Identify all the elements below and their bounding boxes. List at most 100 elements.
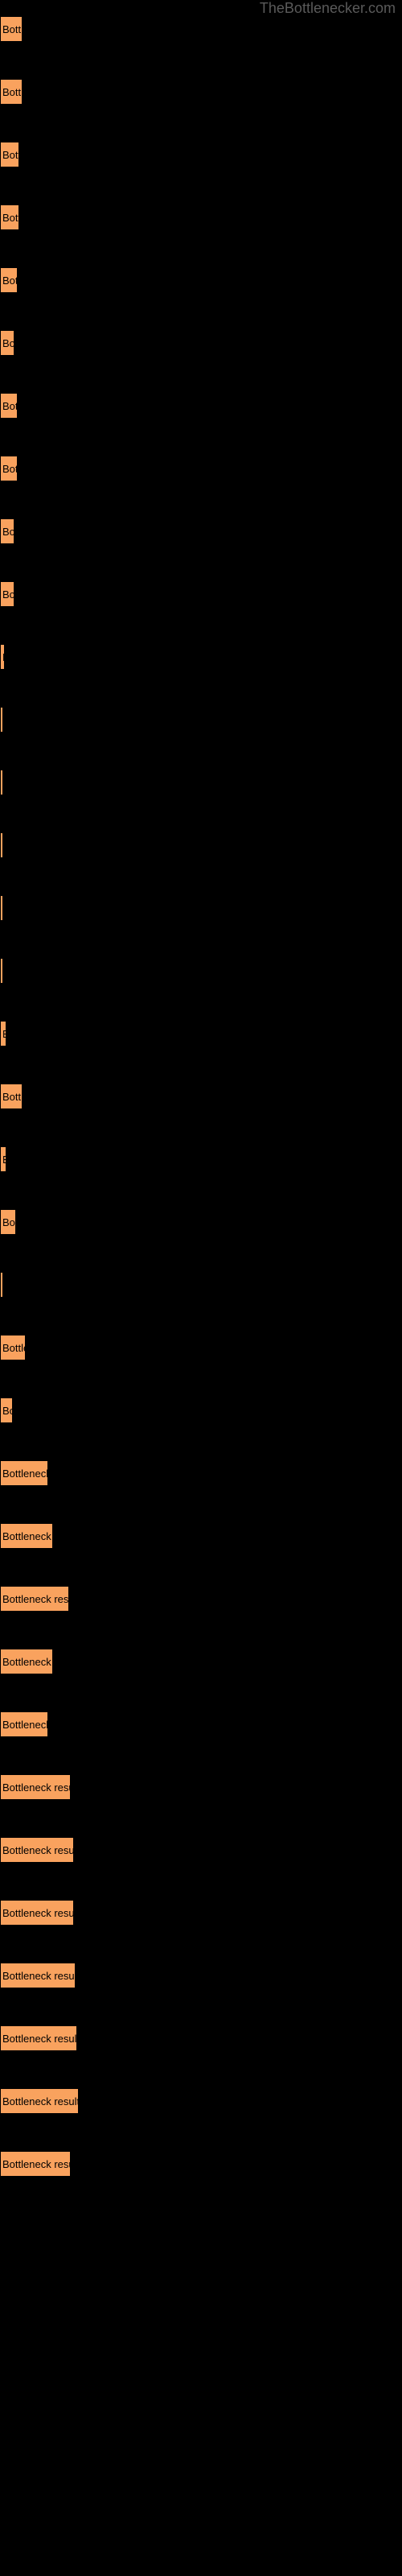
bar-row: Bottleneck result	[0, 1523, 402, 1549]
bar-row: Bottleneck result	[0, 1837, 402, 1863]
bar: Bottleneck result	[0, 2088, 79, 2114]
bar-label: Bottleneck result	[2, 1907, 74, 1919]
bar: Bottleneck result	[0, 456, 18, 481]
bar-label: Bottleneck result	[2, 1719, 48, 1731]
bar-label: Bottleneck result	[2, 588, 14, 601]
bar: Bottleneck result	[0, 1711, 48, 1737]
bar-row: Bottleneck result	[0, 581, 402, 607]
bar-label: Bottleneck result	[2, 1656, 53, 1668]
bar-label: Bottleneck result	[2, 651, 5, 663]
bar-row	[0, 958, 402, 984]
bar-row: Bottleneck result	[0, 1900, 402, 1926]
bar: Bottleneck result	[0, 267, 18, 293]
bar: Bottleneck result	[0, 1397, 13, 1423]
bar-row: Bottleneck result	[0, 1335, 402, 1360]
bar-row: Bottleneck result	[0, 1146, 402, 1172]
bar	[0, 1272, 3, 1298]
bar	[0, 895, 3, 921]
bar: Bottleneck result	[0, 79, 23, 105]
bar: Bottleneck result	[0, 16, 23, 42]
bar-label: Bottleneck result	[2, 1216, 16, 1228]
bar-label: Bottleneck result	[2, 1593, 69, 1605]
bar-label: Bottleneck result	[2, 714, 3, 726]
bar-row: Bottleneck result	[0, 2088, 402, 2114]
bar-label: Bottleneck result	[2, 86, 23, 98]
bar: Bottleneck result	[0, 1774, 71, 1800]
bar	[0, 832, 3, 858]
bar-label: Bottleneck result	[2, 149, 19, 161]
bar-row: Bottleneck result	[0, 1649, 402, 1674]
bar-row	[0, 770, 402, 795]
bar: Bottleneck result	[0, 1146, 6, 1172]
bar-row: Bottleneck result	[0, 518, 402, 544]
bar-label: Bottleneck result	[2, 2095, 79, 2107]
bar-row: Bottleneck result	[0, 1084, 402, 1109]
bar: Bottleneck result	[0, 2151, 71, 2177]
bar-row: Bottleneck result	[0, 1460, 402, 1486]
bar: Bottleneck result	[0, 2025, 77, 2051]
bar: Bottleneck result	[0, 1460, 48, 1486]
bar	[0, 958, 3, 984]
bar: Bottleneck result	[0, 518, 14, 544]
bar-label: Bottleneck result	[2, 1781, 71, 1794]
bar-row: Bottleneck result	[0, 204, 402, 230]
bar-label: Bottleneck result	[2, 275, 18, 287]
bar-row: Bottleneck result	[0, 2151, 402, 2177]
bar-label: Bottleneck result	[2, 337, 14, 349]
bar-label: Bottleneck result	[2, 1468, 48, 1480]
bar-row	[0, 1272, 402, 1298]
bar: Bottleneck result	[0, 393, 18, 419]
bar-row: Bottleneck result	[0, 393, 402, 419]
bar-row: Bottleneck result	[0, 16, 402, 42]
bar-row: Bottleneck result	[0, 1963, 402, 1988]
bar-label: Bottleneck result	[2, 212, 19, 224]
bar-row: Bottleneck result	[0, 1711, 402, 1737]
bar: Bottleneck result	[0, 1084, 23, 1109]
bar: Bottleneck result	[0, 581, 14, 607]
bar-row: Bottleneck result	[0, 142, 402, 167]
bar-label: Bottleneck result	[2, 526, 14, 538]
bar-label: Bottleneck result	[2, 463, 18, 475]
bar: Bottleneck result	[0, 1586, 69, 1612]
bar-label: Bottleneck result	[2, 400, 18, 412]
bar: Bottleneck result	[0, 1900, 74, 1926]
bar-label: Bottleneck result	[2, 1530, 53, 1542]
bar: Bottleneck result	[0, 1021, 6, 1046]
bar: Bottleneck result	[0, 1209, 16, 1235]
bar-chart: Bottleneck result Bottleneck result Bottle…	[0, 0, 402, 2177]
bar-row: Bottleneck result	[0, 267, 402, 293]
bar-row	[0, 895, 402, 921]
bar-label: Bottleneck result	[2, 1091, 23, 1103]
bar-row: Bottleneck result	[0, 644, 402, 670]
bar-label: Bottleneck result	[2, 1342, 26, 1354]
bar-label: Bottleneck result	[2, 1154, 6, 1166]
bar: Bottleneck result	[0, 707, 3, 733]
bar-row: Bottleneck result	[0, 707, 402, 733]
bar-row: Bottleneck result	[0, 456, 402, 481]
bar-row: Bottleneck result	[0, 1209, 402, 1235]
bar-label: Bottleneck result	[2, 1970, 76, 1982]
bar-row: Bottleneck result	[0, 79, 402, 105]
bar-label: Bottleneck result	[2, 23, 23, 35]
bar-label: Bottleneck result	[2, 2033, 77, 2045]
bar-label: Bottleneck result	[2, 2158, 71, 2170]
bar-row: Bottleneck result	[0, 1397, 402, 1423]
bar-label: Bottleneck result	[2, 1405, 13, 1417]
bar-row: Bottleneck result	[0, 1586, 402, 1612]
bar: Bottleneck result	[0, 204, 19, 230]
bar-row	[0, 832, 402, 858]
bar: Bottleneck result	[0, 1963, 76, 1988]
bar-label: Bottleneck result	[2, 1844, 74, 1856]
bar	[0, 770, 3, 795]
bar-label: Bottleneck result	[2, 1028, 6, 1040]
bar: Bottleneck result	[0, 1649, 53, 1674]
bar: Bottleneck result	[0, 330, 14, 356]
bar-row: Bottleneck result	[0, 2025, 402, 2051]
bar: Bottleneck result	[0, 1335, 26, 1360]
bar: Bottleneck result	[0, 142, 19, 167]
bar: Bottleneck result	[0, 644, 5, 670]
bar: Bottleneck result	[0, 1523, 53, 1549]
bar-row: Bottleneck result	[0, 1774, 402, 1800]
bar-row: Bottleneck result	[0, 330, 402, 356]
bar-row: Bottleneck result	[0, 1021, 402, 1046]
